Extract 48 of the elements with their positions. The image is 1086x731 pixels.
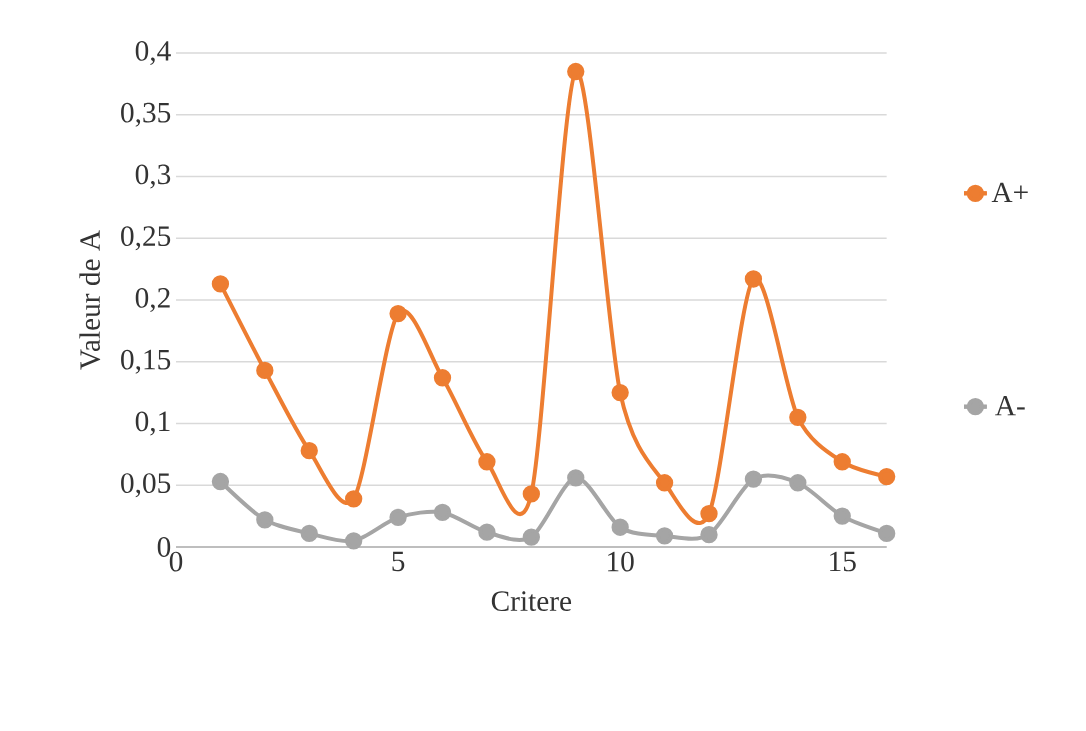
point (433, 503, 452, 522)
y-tick-label: 0,4 (135, 40, 171, 66)
x-axis-title: Critere (491, 591, 572, 612)
point (789, 474, 807, 492)
x-tick-label: 5 (392, 551, 405, 572)
y-tick-label: 0 (157, 537, 171, 557)
point (389, 304, 407, 323)
point (878, 524, 896, 543)
point (567, 469, 585, 487)
point (211, 275, 230, 293)
y-tick-label: 0,35 (121, 102, 171, 127)
x-tick-label: 15 (830, 551, 856, 572)
point (478, 523, 496, 541)
point (655, 474, 674, 492)
point (833, 453, 851, 471)
y-tick-label: 0,2 (135, 287, 170, 313)
legend-label: A- (995, 395, 1025, 416)
y-tick-label: 0,1 (135, 411, 170, 436)
point (345, 490, 363, 508)
x-tick-label: 10 (608, 551, 634, 572)
point (611, 383, 629, 402)
point (878, 467, 896, 486)
point (211, 472, 230, 491)
legend-label: A+ (991, 182, 1028, 202)
point (345, 532, 363, 550)
point (833, 507, 851, 525)
point (300, 441, 318, 460)
point (256, 511, 274, 529)
point (433, 369, 452, 387)
point (522, 528, 540, 546)
point (478, 453, 496, 471)
point (256, 361, 274, 380)
y-tick-label: 0,05 (121, 473, 171, 498)
point (700, 504, 718, 523)
point (522, 485, 540, 503)
point (700, 525, 718, 544)
point (789, 408, 807, 426)
y-tick-label: 0,3 (135, 164, 171, 189)
point (567, 62, 585, 81)
point (655, 527, 674, 545)
point (744, 270, 763, 288)
point (611, 518, 629, 536)
y-axis-title: Valeur de A (79, 230, 101, 370)
y-tick-label: 0,15 (121, 349, 171, 374)
point (389, 508, 407, 527)
point (300, 524, 318, 543)
point (744, 470, 763, 488)
y-tick-label: 0,25 (121, 226, 171, 251)
